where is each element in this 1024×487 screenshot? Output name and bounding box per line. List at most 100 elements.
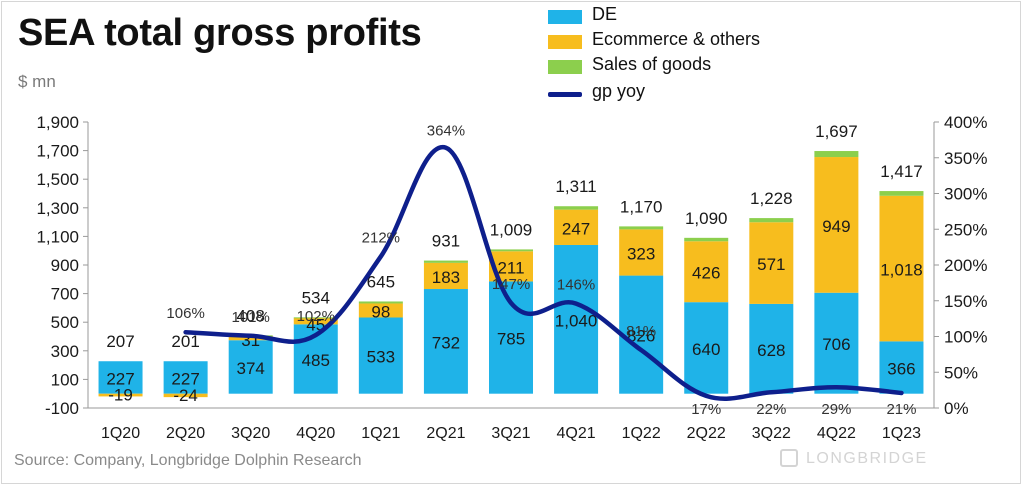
ecommerce-value-label: 211 bbox=[497, 258, 524, 277]
x-tick-label: 4Q22 bbox=[817, 425, 856, 442]
bar-de bbox=[619, 275, 664, 394]
yoy-value-label: 212% bbox=[362, 229, 400, 246]
left-tick-label: 1,300 bbox=[36, 199, 79, 218]
yoy-value-label: 29% bbox=[821, 401, 851, 418]
bar-sales-of-goods bbox=[554, 206, 599, 210]
x-tick-label: 3Q20 bbox=[231, 425, 270, 442]
bar-de bbox=[423, 289, 468, 394]
gp-yoy-line bbox=[183, 145, 904, 401]
bar-ecommerce bbox=[684, 241, 729, 303]
de-value-label: 227 bbox=[106, 369, 134, 388]
bar-sales-of-goods bbox=[814, 151, 859, 158]
de-value-label: 785 bbox=[497, 330, 525, 349]
source-note: Source: Company, Longbridge Dolphin Rese… bbox=[14, 452, 362, 469]
total-value-label: 408 bbox=[237, 306, 265, 325]
left-tick-label: 1,100 bbox=[36, 227, 79, 246]
total-value-label: 1,170 bbox=[620, 197, 663, 216]
de-value-label: 227 bbox=[171, 369, 199, 388]
total-value-label: 534 bbox=[302, 288, 330, 307]
bar-sales-of-goods bbox=[293, 317, 338, 319]
legend-swatch-gp-yoy bbox=[548, 92, 582, 97]
x-tick-label: 3Q21 bbox=[491, 425, 530, 442]
total-value-label: 1,417 bbox=[880, 162, 923, 181]
yoy-value-label: 22% bbox=[756, 401, 786, 418]
legend-label-gp-yoy: gp yoy bbox=[592, 81, 646, 101]
ecommerce-value-label: 949 bbox=[822, 217, 850, 236]
de-value-label: 826 bbox=[627, 327, 655, 346]
bar-ecommerce bbox=[814, 157, 859, 293]
de-value-label: 366 bbox=[887, 360, 915, 379]
right-tick-label: 0% bbox=[944, 399, 969, 418]
right-tick-label: 100% bbox=[944, 328, 987, 347]
left-tick-label: 300 bbox=[51, 342, 79, 361]
total-value-label: 645 bbox=[367, 272, 395, 291]
total-value-label: 931 bbox=[432, 232, 460, 251]
left-tick-label: 100 bbox=[51, 370, 79, 389]
ecommerce-value-label: 1,018 bbox=[880, 261, 923, 280]
bar-sales-of-goods bbox=[619, 226, 664, 230]
ecommerce-value-label: 426 bbox=[692, 264, 720, 283]
de-value-label: 706 bbox=[822, 335, 850, 354]
x-tick-label: 4Q20 bbox=[296, 425, 335, 442]
right-tick-label: 350% bbox=[944, 149, 987, 168]
de-value-label: 374 bbox=[237, 359, 265, 378]
ecommerce-value-label: 183 bbox=[432, 268, 460, 287]
bar-de bbox=[98, 361, 143, 394]
left-tick-label: 900 bbox=[51, 256, 79, 275]
bar-de bbox=[814, 292, 859, 394]
ecommerce-value-label: -24 bbox=[173, 386, 198, 405]
bar-de bbox=[358, 317, 403, 394]
legend-swatch-ecommerce bbox=[548, 35, 582, 49]
total-value-label: 1,090 bbox=[685, 209, 728, 228]
bar-de bbox=[163, 361, 208, 394]
bar-de bbox=[879, 341, 924, 394]
ecommerce-value-label: -19 bbox=[108, 385, 133, 404]
bar-sales-of-goods bbox=[489, 249, 533, 252]
bar-ecommerce bbox=[98, 393, 143, 397]
bar-de bbox=[554, 244, 599, 394]
total-value-label: 1,228 bbox=[750, 189, 793, 208]
yoy-value-label: 101% bbox=[232, 309, 270, 326]
total-value-label: 207 bbox=[106, 332, 134, 351]
ecommerce-value-label: 571 bbox=[757, 255, 785, 274]
bar-sales-of-goods bbox=[358, 301, 403, 304]
bar-sales-of-goods bbox=[879, 191, 924, 196]
x-tick-label: 1Q20 bbox=[101, 425, 140, 442]
x-tick-label: 2Q22 bbox=[687, 425, 726, 442]
legend-label-de: DE bbox=[592, 4, 618, 24]
left-tick-label: 1,700 bbox=[36, 142, 79, 161]
de-value-label: 732 bbox=[432, 333, 460, 352]
total-value-label: 201 bbox=[171, 332, 199, 351]
x-tick-label: 2Q21 bbox=[426, 425, 465, 442]
left-tick-label: 700 bbox=[51, 285, 79, 304]
bar-de bbox=[684, 302, 729, 394]
bar-ecommerce bbox=[879, 195, 924, 342]
right-tick-label: 50% bbox=[944, 363, 978, 382]
unit-label: $ mn bbox=[18, 72, 56, 91]
ecommerce-value-label: 98 bbox=[371, 302, 390, 321]
de-value-label: 1,040 bbox=[555, 311, 598, 330]
bar-ecommerce bbox=[554, 209, 599, 245]
de-value-label: 533 bbox=[367, 348, 395, 367]
total-value-label: 1,009 bbox=[490, 220, 533, 239]
right-tick-label: 250% bbox=[944, 220, 987, 239]
x-tick-label: 1Q21 bbox=[361, 425, 400, 442]
legend-label-ecommerce: Ecommerce & others bbox=[592, 29, 761, 49]
bar-ecommerce bbox=[358, 303, 403, 318]
left-tick-label: -100 bbox=[45, 399, 79, 418]
right-tick-label: 300% bbox=[944, 185, 987, 204]
left-tick-label: 500 bbox=[51, 313, 79, 332]
ecommerce-value-label: 323 bbox=[627, 244, 655, 263]
bar-sales-of-goods bbox=[423, 260, 468, 263]
yoy-value-label: 17% bbox=[691, 401, 721, 418]
yoy-value-label: 81% bbox=[626, 323, 656, 340]
yoy-value-label: 147% bbox=[492, 276, 530, 293]
bar-de bbox=[228, 340, 273, 394]
de-value-label: 628 bbox=[757, 341, 785, 360]
left-tick-label: 1,900 bbox=[36, 113, 79, 132]
bar-ecommerce bbox=[619, 229, 664, 276]
bar-sales-of-goods bbox=[749, 218, 794, 223]
bar-de bbox=[749, 303, 794, 394]
bar-ecommerce bbox=[749, 222, 794, 304]
